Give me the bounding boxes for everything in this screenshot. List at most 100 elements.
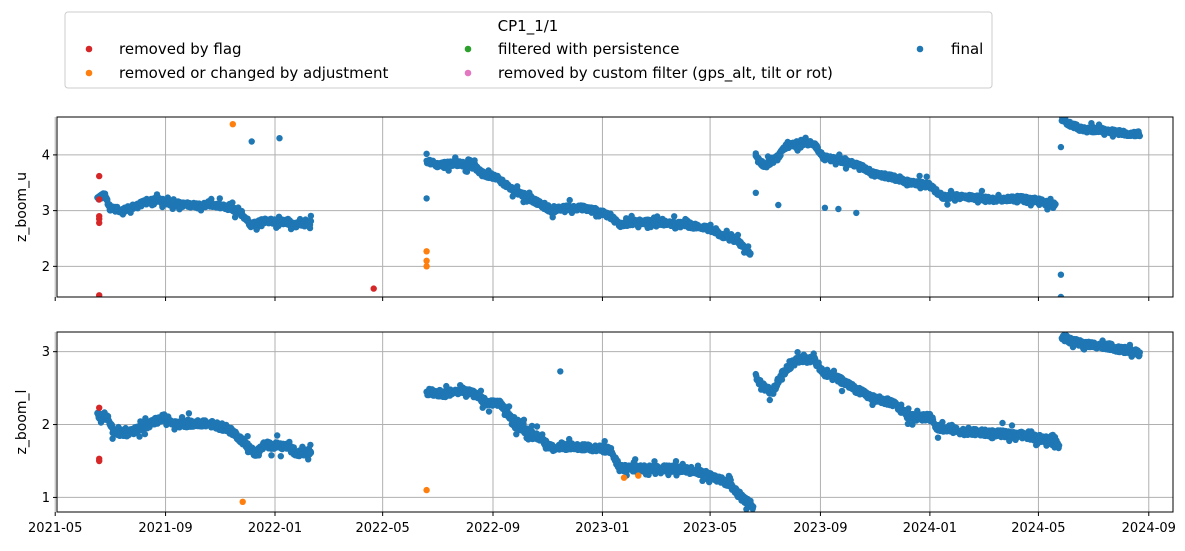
y-axis-label: z_boom_l	[14, 390, 30, 455]
point-final	[1057, 271, 1065, 278]
y-tick-label: 2	[42, 418, 50, 433]
point-final	[274, 432, 281, 439]
point-final	[978, 187, 986, 195]
data-points	[94, 332, 1144, 512]
legend-marker-removed-by-flag	[85, 45, 93, 53]
point-final	[923, 173, 930, 180]
point-final	[745, 243, 752, 250]
point-final	[109, 435, 116, 442]
point-final	[528, 422, 536, 430]
legend-label-removed-by-flag: removed by flag	[119, 40, 242, 58]
point-removed-by-flag	[370, 285, 377, 292]
point-final	[136, 433, 143, 440]
point-final	[632, 456, 639, 463]
point-final	[185, 410, 193, 417]
point-final	[307, 217, 315, 225]
point-removed-by-flag	[96, 219, 103, 227]
x-tick-label: 2024-09	[1122, 521, 1176, 536]
point-removed-or-changed-by-adjustment	[239, 498, 246, 505]
point-final	[477, 387, 485, 394]
point-final	[276, 135, 283, 142]
point-final	[557, 368, 564, 375]
legend-label-final: final	[951, 40, 983, 58]
point-final	[939, 418, 946, 426]
point-final	[104, 196, 111, 203]
x-tick-label: 2022-05	[355, 521, 409, 536]
point-final	[305, 456, 312, 463]
y-axis-label: z_boom_u	[14, 172, 30, 242]
point-removed-by-flag	[96, 292, 103, 297]
point-final	[539, 431, 546, 438]
x-tick-label: 2021-05	[28, 521, 82, 536]
point-final	[216, 195, 223, 202]
y-tick-label: 3	[42, 345, 50, 360]
legend-marker-persistence	[464, 45, 472, 53]
point-removed-or-changed-by-adjustment	[423, 248, 430, 255]
point-final	[1057, 293, 1065, 297]
grid	[54, 332, 1173, 512]
x-tick-label: 2024-05	[1011, 521, 1065, 536]
point-final	[1136, 132, 1144, 140]
point-final	[672, 458, 680, 465]
legend-title: CP1_1/1	[498, 17, 559, 36]
legend: CP1_1/1 removed by flag removed or chang…	[64, 11, 993, 89]
point-final	[277, 453, 284, 460]
point-final	[549, 214, 556, 221]
point-removed-by-flag	[96, 172, 103, 180]
point-final	[1055, 442, 1063, 449]
point-removed-by-flag	[96, 404, 103, 411]
point-final	[1136, 349, 1144, 356]
x-tick-label: 2023-09	[793, 521, 847, 536]
point-final	[533, 423, 541, 430]
axes-frame	[56, 331, 1174, 513]
point-final	[248, 138, 255, 145]
point-final	[671, 213, 678, 220]
x-tick-label: 2023-05	[683, 521, 737, 536]
point-final	[775, 201, 782, 209]
point-removed-or-changed-by-adjustment	[635, 472, 642, 479]
x-tick-label: 2023-01	[575, 521, 629, 536]
panel-z-boom-u: 2 3 4 z_boom_u	[14, 116, 1174, 301]
point-final	[142, 415, 149, 422]
point-final	[505, 403, 513, 410]
point-final	[423, 195, 430, 202]
x-tick-label: 2024-01	[903, 521, 957, 536]
y-tick-label: 1	[42, 491, 50, 506]
point-final	[934, 434, 942, 441]
y-tick-label: 2	[42, 260, 50, 275]
point-final	[778, 376, 786, 383]
point-final	[651, 458, 658, 465]
point-final	[734, 231, 742, 239]
point-final	[268, 452, 275, 459]
legend-marker-final	[916, 45, 924, 53]
x-tick-label: 2022-01	[248, 521, 302, 536]
point-final	[723, 227, 730, 234]
y-tick-label: 3	[42, 204, 50, 219]
point-final	[244, 433, 251, 440]
y-tick-label: 4	[42, 148, 50, 163]
point-final	[601, 438, 608, 445]
point-final	[750, 503, 757, 510]
point-final	[307, 441, 314, 449]
legend-label-persistence: filtered with persistence	[498, 40, 679, 58]
x-tick-label: 2022-09	[466, 521, 520, 536]
point-final	[752, 189, 759, 196]
point-final	[141, 430, 149, 438]
point-final	[747, 250, 754, 257]
point-final	[853, 209, 860, 217]
panel-z-boom-l: 2021-05 2021-09 2022-01 2022-05 2022-09 2023-…	[14, 331, 1176, 536]
point-final	[766, 396, 773, 404]
point-final	[423, 150, 430, 157]
point-final	[307, 449, 315, 457]
legend-label-custom-filter: removed by custom filter (gps_alt, tilt …	[498, 64, 833, 83]
point-final	[229, 199, 236, 206]
legend-frame	[64, 11, 993, 89]
point-final	[905, 405, 912, 412]
point-final	[821, 204, 829, 211]
legend-marker-custom-filter	[464, 69, 472, 77]
point-final	[307, 212, 315, 220]
point-final	[1008, 422, 1016, 429]
point-removed-or-changed-by-adjustment	[423, 257, 430, 264]
point-removed-or-changed-by-adjustment	[620, 474, 628, 481]
